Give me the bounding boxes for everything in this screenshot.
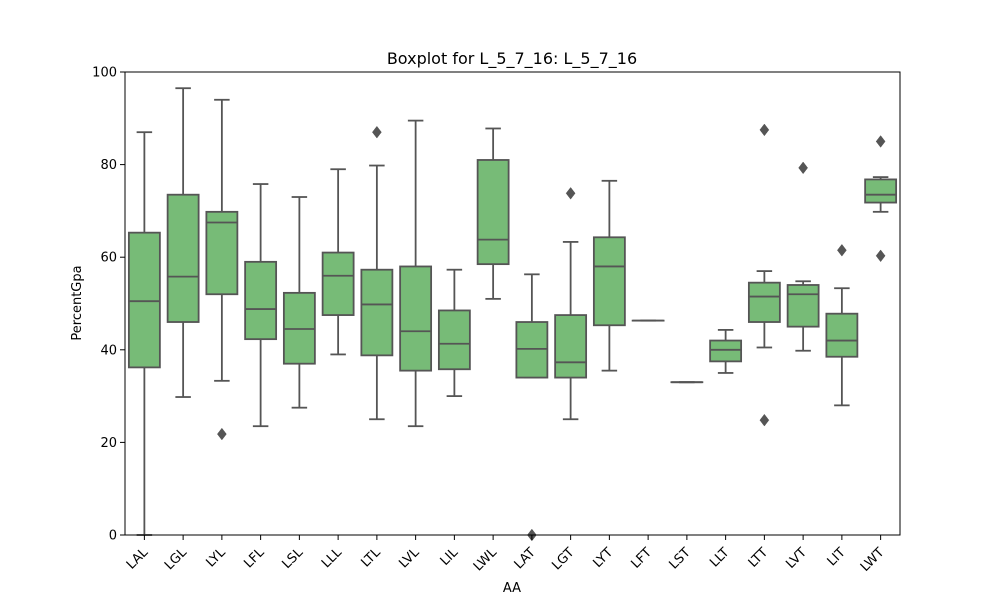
box-iqr <box>127 231 161 369</box>
y-tick-label: 60 <box>100 251 117 266</box>
x-tick-label: LAL <box>124 545 152 573</box>
box-iqr <box>205 210 239 296</box>
outlier-point <box>798 161 808 175</box>
x-tick-label: LIT <box>825 545 849 569</box>
outlier-point <box>217 427 227 441</box>
boxes-layer <box>127 87 898 542</box>
box-group <box>205 98 239 441</box>
x-tick-label: LAT <box>512 545 539 572</box>
box-iqr <box>592 236 626 327</box>
box-iqr <box>864 178 898 204</box>
chart-title: Boxplot for L_5_7_16: L_5_7_16 <box>387 49 637 69</box>
x-tick-label: LLL <box>319 545 346 572</box>
box-group <box>864 135 898 263</box>
x-tick-label: LWT <box>858 545 888 575</box>
box-group <box>554 187 588 421</box>
box-group <box>825 243 859 407</box>
x-tick-label: LSL <box>280 545 307 572</box>
outlier-point <box>837 243 847 257</box>
x-tick-label: LFL <box>241 545 268 572</box>
box-group <box>166 87 200 398</box>
outlier-point <box>875 135 886 148</box>
outlier-point <box>759 413 770 427</box>
x-tick-label: LTL <box>359 545 385 571</box>
x-tick-label: LVT <box>783 545 810 572</box>
x-tick-label: LWL <box>471 545 501 575</box>
box-group <box>244 183 278 428</box>
box-group <box>399 119 433 428</box>
y-tick-label: 100 <box>92 66 117 81</box>
box-group <box>360 125 394 421</box>
x-tick-label: LFT <box>628 545 655 572</box>
box-group <box>709 328 743 374</box>
box-iqr <box>360 268 394 357</box>
outlier-point <box>875 249 886 263</box>
box-iqr <box>166 193 200 323</box>
y-tick-label: 80 <box>100 158 117 173</box>
box-iqr <box>437 309 471 371</box>
box-group <box>321 168 355 356</box>
y-axis: 0 20 40 60 80 100 <box>92 66 125 544</box>
box-group <box>515 273 549 542</box>
y-tick-label: 40 <box>100 343 117 358</box>
box-group <box>786 161 820 352</box>
plot-frame <box>124 71 901 536</box>
x-tick-label: LYT <box>590 545 616 571</box>
x-tick-label: LTT <box>746 545 772 571</box>
box-group <box>747 123 781 427</box>
box-iqr <box>515 321 549 379</box>
y-tick-label: 20 <box>100 436 117 451</box>
box-group <box>282 196 316 409</box>
box-iqr <box>476 159 510 266</box>
box-iqr <box>786 284 820 328</box>
x-tick-label: LGT <box>549 545 577 573</box>
x-axis-label: AA <box>503 581 521 596</box>
box-iqr <box>321 251 355 316</box>
y-axis-label: PercentGpa <box>70 265 85 340</box>
box-iqr <box>244 260 278 341</box>
box-iqr <box>399 265 433 372</box>
box-iqr <box>747 281 781 323</box>
outlier-point <box>565 187 576 200</box>
box-iqr <box>554 314 588 379</box>
box-group <box>592 179 626 372</box>
x-tick-label: LST <box>667 545 694 572</box>
box-group <box>437 268 471 398</box>
x-tick-label: LVL <box>396 545 423 572</box>
box-group <box>476 127 510 300</box>
x-tick-label: LYL <box>203 545 229 571</box>
y-tick-label: 0 <box>109 529 117 544</box>
outlier-point <box>759 123 770 137</box>
x-axis: LAL LGL LYL LFL LSL LLL LTL LVL LIL LWL LAT LGT LYT L… <box>124 535 888 575</box>
x-tick-label: LGL <box>162 545 191 574</box>
x-tick-label: LIL <box>438 545 462 569</box>
box-iqr <box>825 312 859 358</box>
box-iqr <box>709 339 743 363</box>
box-group <box>127 131 161 536</box>
x-tick-label: LLT <box>707 545 732 570</box>
outlier-point <box>372 125 382 139</box>
